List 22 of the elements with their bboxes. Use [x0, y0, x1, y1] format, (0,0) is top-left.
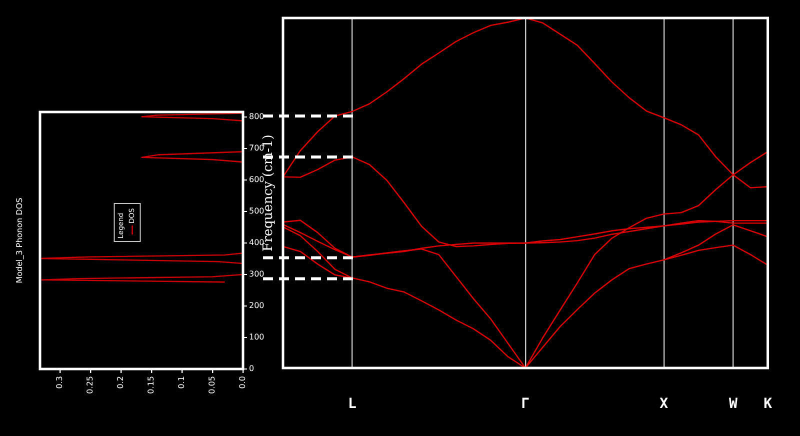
text: Model_3 Phonon DOS [15, 198, 24, 284]
x-tick-label: 0.0 [238, 376, 248, 389]
x-tick-label: L [348, 396, 356, 412]
y-tick-label: 0 [249, 364, 254, 374]
y-tick-label: 400 [249, 238, 264, 248]
x-tick-label: X [660, 396, 669, 412]
x-tick-label: K [764, 396, 773, 412]
x-tick-label: 0.05 [208, 376, 217, 394]
y-tick-label: 300 [249, 270, 264, 279]
x-tick-label: Γ [521, 396, 530, 412]
y-tick-label: 700 [249, 144, 264, 153]
y-tick-label: 600 [249, 175, 264, 184]
y-tick-label: 100 [249, 332, 264, 342]
x-tick-label: 0.25 [86, 376, 95, 394]
x-tick-label: 0.15 [146, 376, 156, 394]
x-tick-label: W [728, 396, 738, 412]
x-tick-label: 0.2 [116, 376, 126, 389]
y-tick-label: 500 [249, 206, 264, 216]
y-tick-label: 200 [249, 301, 264, 310]
y-tick-label: 800 [249, 112, 264, 122]
x-tick-label: 0.1 [177, 376, 186, 389]
x-tick-label: 0.3 [55, 376, 64, 389]
